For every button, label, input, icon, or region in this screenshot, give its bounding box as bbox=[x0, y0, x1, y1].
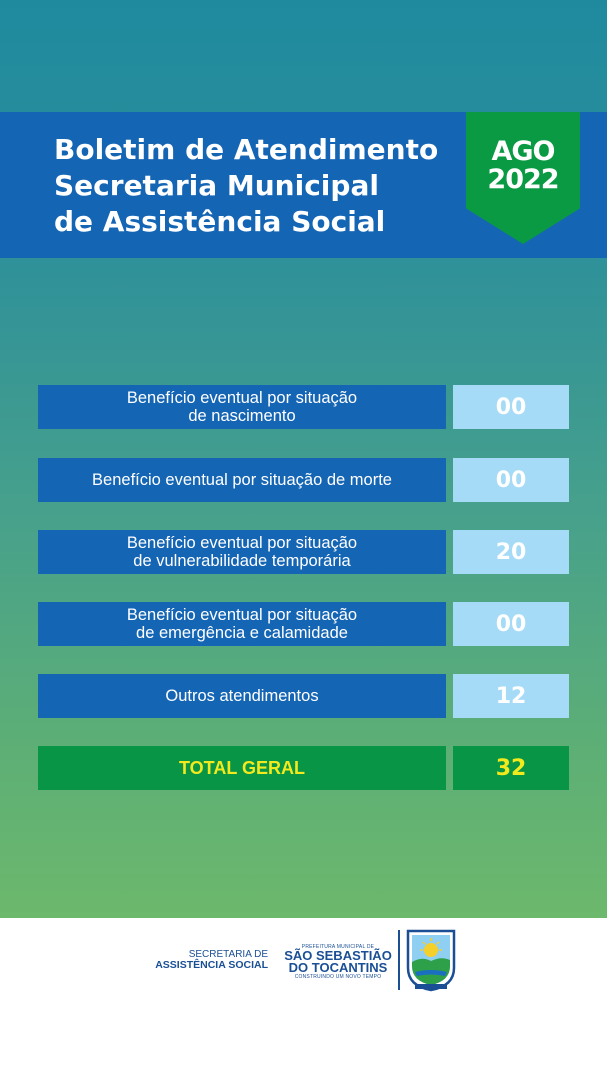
row-value-nascimento: 00 bbox=[453, 385, 569, 429]
row-label-outros: Outros atendimentos bbox=[38, 674, 446, 718]
footer bbox=[0, 918, 607, 1080]
row-value-outros: 12 bbox=[453, 674, 569, 718]
row-value-vulnerabilidade: 20 bbox=[453, 530, 569, 574]
row-label-text: Benefício eventual por situação de nasci… bbox=[126, 389, 358, 425]
row-label-text: Benefício eventual por situação de morte bbox=[92, 471, 392, 489]
secretaria-logo: SECRETARIA DE ASSISTÊNCIA SOCIAL bbox=[150, 949, 268, 971]
title-line-1: Boletim de Atendimento bbox=[54, 133, 439, 166]
row-label-nascimento: Benefício eventual por situação de nasci… bbox=[38, 385, 446, 429]
title-line-3: de Assistência Social bbox=[54, 205, 386, 238]
date-badge-text: AGO 2022 bbox=[466, 138, 580, 194]
row-label-text: Outros atendimentos bbox=[165, 687, 319, 705]
badge-year: 2022 bbox=[487, 164, 559, 195]
prefeitura-line-2: DO TOCANTINS bbox=[288, 960, 388, 975]
total-label-text: TOTAL GERAL bbox=[179, 758, 305, 778]
prefeitura-small: PREFEITURA MUNICIPAL DE bbox=[301, 944, 375, 950]
prefeitura-logo: PREFEITURA MUNICIPAL DE SÃO SEBASTIÃO DO… bbox=[283, 944, 393, 980]
footer-divider bbox=[398, 930, 400, 990]
row-label-emergencia: Benefício eventual por situação de emerg… bbox=[38, 602, 446, 646]
row-value-morte: 00 bbox=[453, 458, 569, 502]
row-value-emergencia: 00 bbox=[453, 602, 569, 646]
row-label-text: Benefício eventual por situação de emerg… bbox=[126, 606, 358, 642]
row-label-text: Benefício eventual por situação de vulne… bbox=[126, 534, 358, 570]
secretaria-line-2: ASSISTÊNCIA SOCIAL bbox=[155, 959, 268, 971]
title-line-2: Secretaria Municipal bbox=[54, 169, 379, 202]
badge-month: AGO bbox=[491, 136, 555, 167]
prefeitura-line-1: SÃO SEBASTIÃO bbox=[284, 948, 392, 963]
total-label: TOTAL GERAL bbox=[38, 746, 446, 790]
page-title: Boletim de Atendimento Secretaria Munici… bbox=[54, 132, 439, 240]
total-value: 32 bbox=[453, 746, 569, 790]
row-label-vulnerabilidade: Benefício eventual por situação de vulne… bbox=[38, 530, 446, 574]
municipal-crest-icon bbox=[406, 929, 456, 992]
secretaria-line-1: SECRETARIA DE bbox=[188, 949, 268, 960]
row-label-morte: Benefício eventual por situação de morte bbox=[38, 458, 446, 502]
prefeitura-tagline: CONSTRUINDO UM NOVO TEMPO bbox=[294, 974, 382, 980]
